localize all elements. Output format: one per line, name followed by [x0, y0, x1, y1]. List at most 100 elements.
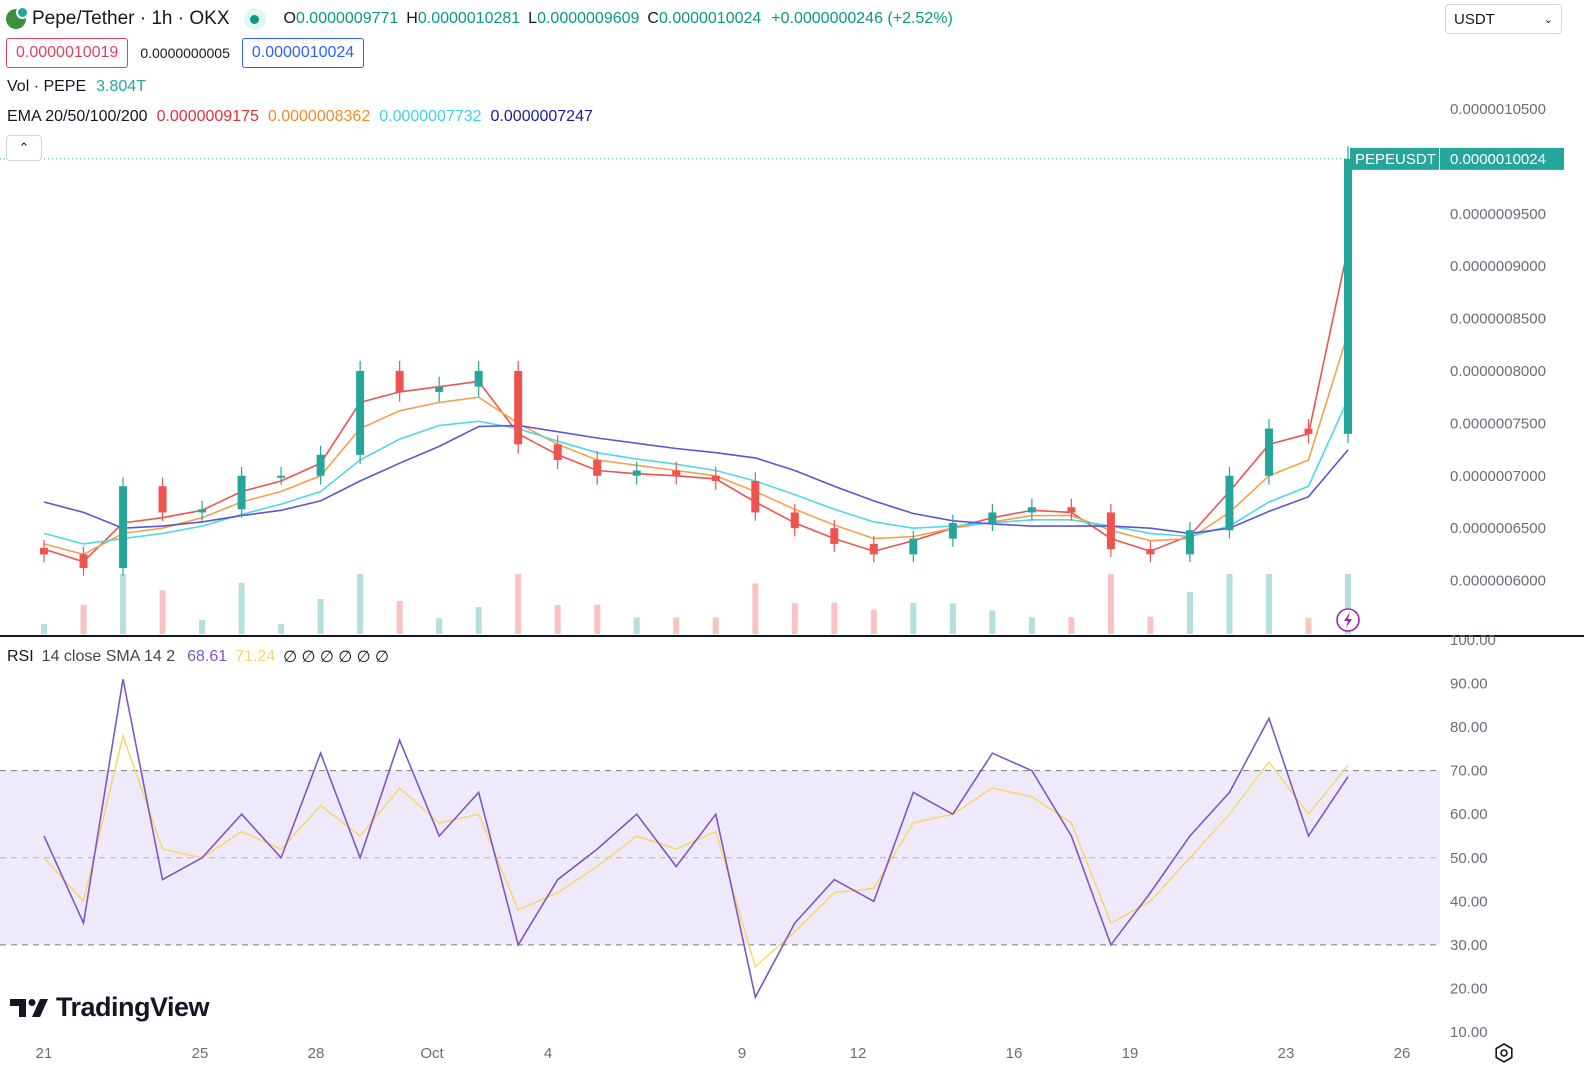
- high-value: 0.0000010281: [417, 10, 521, 27]
- volume-bar: [475, 607, 482, 634]
- candle-body: [830, 528, 839, 544]
- candle-body: [198, 509, 207, 513]
- price-tick-label: 0.0000007500: [1450, 415, 1546, 432]
- candle-body: [1106, 512, 1115, 550]
- rsi-tick-label: 30.00: [1450, 937, 1488, 954]
- ema50-value: 0.0000008362: [267, 108, 371, 125]
- volume-bar: [278, 624, 285, 634]
- candle-body: [948, 522, 957, 539]
- rsi-tick-label: 20.00: [1450, 980, 1488, 997]
- axes: 0.0000006000 0.0000006500 0.0000007000 0.00…: [0, 101, 1584, 1062]
- time-tick-label: 28: [308, 1045, 325, 1062]
- candle-body: [1344, 158, 1352, 434]
- price-tick-label: 0.0000009500: [1450, 206, 1546, 223]
- candle-body: [1146, 549, 1155, 555]
- time-tick-label: 12: [850, 1045, 867, 1062]
- candle-body: [672, 470, 681, 476]
- symbol-title[interactable]: Pepe/Tether · 1h · OKX: [32, 8, 230, 29]
- volume-bar: [989, 610, 996, 634]
- candle-body: [119, 486, 128, 568]
- volume-bar: [238, 582, 245, 634]
- rsi-tick-label: 50.00: [1450, 850, 1488, 867]
- volume-bar: [357, 574, 364, 634]
- settings-icon[interactable]: [1493, 1042, 1515, 1064]
- volume-bar: [594, 604, 601, 634]
- price-tick-label: 0.0000010500: [1450, 101, 1546, 118]
- price-pane[interactable]: [0, 146, 1360, 634]
- rsi-tick-label: 10.00: [1450, 1024, 1488, 1041]
- ema200-line: [43, 424, 1349, 535]
- ema50-line: [43, 332, 1349, 556]
- candle-body: [751, 481, 760, 513]
- price-tick-label: 0.0000007000: [1450, 468, 1546, 485]
- price-tag-value-bg: [1440, 147, 1564, 170]
- candle-body: [869, 543, 878, 555]
- candle-body: [1185, 530, 1194, 555]
- rsi-tick-label: 70.00: [1450, 763, 1488, 780]
- rsi-tick-label: 60.00: [1450, 806, 1488, 823]
- rsi-value: 68.61: [187, 648, 228, 665]
- rsi-tick-label: 90.00: [1450, 676, 1488, 693]
- market-status-icon[interactable]: [243, 8, 266, 30]
- volume-bar: [831, 602, 838, 634]
- candle-body: [1067, 507, 1076, 513]
- volume-value: 3.804T: [96, 78, 146, 95]
- price-tick-label: 0.0000006500: [1450, 520, 1546, 537]
- spread-value: 0.0000000005: [140, 45, 230, 61]
- symbol-header[interactable]: Pepe/Tether · 1h · OKX O0.0000009771 H0.…: [6, 4, 953, 34]
- pepe-coin-icon: [6, 6, 29, 29]
- volume-bar: [80, 604, 87, 634]
- candle-body: [1264, 428, 1273, 476]
- price-tick-label: 0.0000006000: [1450, 573, 1546, 590]
- price-tick-label: 0.0000009000: [1450, 258, 1546, 275]
- candle-body: [909, 538, 918, 555]
- candle-body: [277, 475, 286, 478]
- currency-select-value: USDT: [1454, 10, 1495, 28]
- candle-body: [395, 370, 404, 392]
- time-tick-label: 26: [1394, 1045, 1411, 1062]
- rsi-pane[interactable]: [0, 679, 1440, 1000]
- rsi-params: 14 close SMA 14 2: [41, 648, 176, 665]
- rsi-tick-label: 80.00: [1450, 719, 1488, 736]
- tradingview-logo-icon: [10, 998, 48, 1017]
- rsi-line: [43, 679, 1349, 1000]
- low-label: L: [528, 10, 538, 27]
- price-tick-label: 0.0000008000: [1450, 363, 1546, 380]
- time-tick-label: 19: [1122, 1045, 1139, 1062]
- volume-bar: [673, 617, 680, 634]
- price-tag-symbol-bg: [1350, 147, 1439, 170]
- volume-bar: [910, 602, 917, 634]
- volume-bar: [515, 574, 522, 634]
- ema200-value: 0.0000007247: [490, 108, 593, 125]
- candle-body: [553, 444, 562, 461]
- volume-bar: [317, 599, 324, 634]
- volume-legend[interactable]: Vol · PEPE 3.804T: [7, 78, 146, 96]
- currency-select[interactable]: USDT ⌄: [1445, 4, 1562, 34]
- collapse-legend-button[interactable]: ⌃: [6, 135, 42, 161]
- volume-bar: [791, 603, 798, 634]
- volume-bar: [752, 583, 759, 634]
- candle-body: [593, 460, 602, 476]
- ema-label: EMA 20/50/100/200: [7, 108, 148, 125]
- candle-body: [474, 370, 483, 387]
- volume-bar: [633, 617, 640, 634]
- candle-body: [790, 512, 799, 529]
- ema100-line: [43, 398, 1349, 545]
- time-tick-label: Oct: [420, 1045, 444, 1062]
- rsi-sma-value: 71.24: [235, 648, 276, 665]
- volume-bar: [870, 609, 877, 634]
- ema-legend[interactable]: EMA 20/50/100/200 0.0000009175 0.0000008…: [7, 108, 593, 126]
- price-tag-value: 0.0000010024: [1450, 151, 1546, 168]
- chevron-down-icon: ⌄: [1543, 13, 1553, 26]
- time-tick-label: 23: [1278, 1045, 1295, 1062]
- candle-body: [79, 554, 88, 568]
- tradingview-logo[interactable]: TradingView: [10, 992, 210, 1023]
- sell-price-button[interactable]: 0.0000010019: [6, 38, 129, 68]
- rsi-legend[interactable]: RSI 14 close SMA 14 2 68.61 71.24 ∅ ∅ ∅ …: [7, 647, 389, 667]
- volume-bar: [1186, 592, 1193, 634]
- buy-price-button[interactable]: 0.0000010024: [241, 38, 365, 68]
- high-label: H: [406, 10, 418, 27]
- time-tick-label: 25: [192, 1045, 209, 1062]
- low-value: 0.0000009609: [537, 10, 640, 27]
